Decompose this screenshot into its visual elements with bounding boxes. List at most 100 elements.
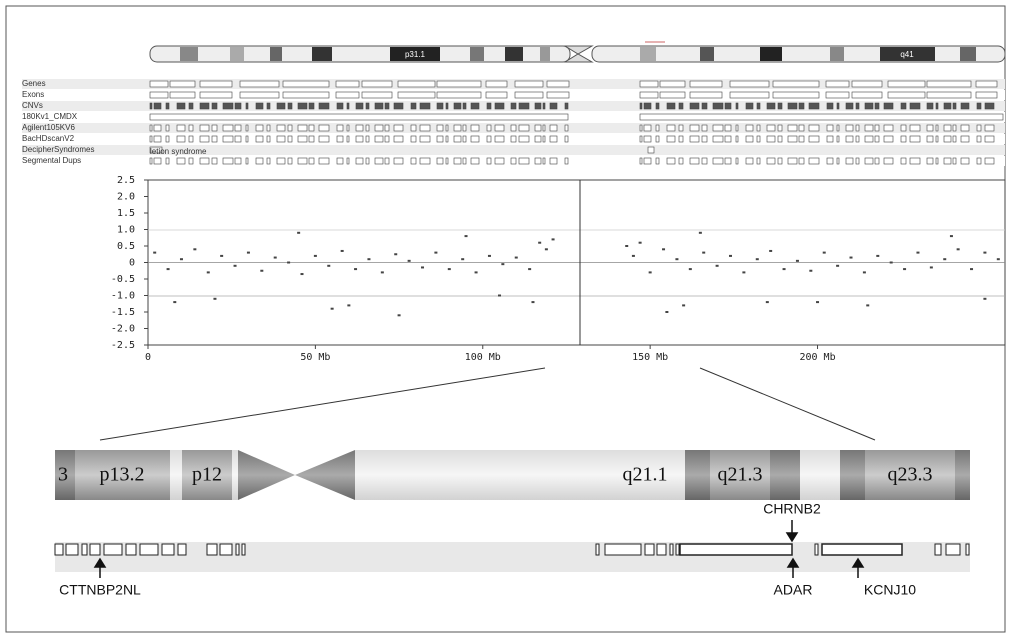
track-feature xyxy=(851,80,883,88)
point xyxy=(498,294,502,297)
point xyxy=(849,256,853,259)
track-feature xyxy=(542,135,546,143)
track-feature xyxy=(355,102,364,110)
track-feature xyxy=(756,135,761,143)
point xyxy=(246,251,250,254)
track-feature xyxy=(639,91,659,99)
track-feature xyxy=(549,135,558,143)
track-feature xyxy=(153,135,162,143)
track-feature xyxy=(318,157,330,165)
point xyxy=(715,264,719,267)
track-feature xyxy=(518,135,530,143)
track-feature xyxy=(756,102,761,110)
point xyxy=(755,258,759,261)
track-feature xyxy=(864,124,874,132)
track-feature xyxy=(845,135,854,143)
track-feature xyxy=(745,157,754,165)
point xyxy=(836,264,840,267)
track-feature xyxy=(666,102,676,110)
track-feature xyxy=(149,146,163,154)
track-feature xyxy=(336,157,344,165)
track-feature xyxy=(787,135,798,143)
track-feature xyxy=(984,135,995,143)
track-row xyxy=(22,79,1005,89)
point xyxy=(447,268,451,271)
track-label: Exons xyxy=(22,90,44,99)
track-feature xyxy=(639,135,643,143)
track-feature xyxy=(470,102,480,110)
y-tick-label: 1.0 xyxy=(117,225,135,236)
point xyxy=(206,271,210,274)
track-feature xyxy=(176,102,186,110)
track-feature xyxy=(766,102,776,110)
track-feature xyxy=(542,124,546,132)
y-tick-label: 0 xyxy=(129,258,135,269)
track-feature xyxy=(643,157,652,165)
track-feature xyxy=(188,124,194,132)
track-feature xyxy=(655,102,660,110)
track-feature xyxy=(470,135,480,143)
top-ideogram: p31.1 q41 xyxy=(149,41,1006,63)
track-feature xyxy=(564,124,569,132)
track-feature xyxy=(976,157,982,165)
track-feature xyxy=(169,91,196,99)
track-feature xyxy=(234,157,242,165)
track-feature xyxy=(787,102,798,110)
track-label: Segmental Dups xyxy=(22,156,81,165)
track-feature xyxy=(772,80,820,88)
gene-box xyxy=(206,543,218,556)
y-tick-label: 0.5 xyxy=(117,241,135,252)
track-feature xyxy=(462,135,467,143)
point xyxy=(795,259,799,262)
point xyxy=(327,264,331,267)
track-feature xyxy=(486,102,492,110)
point xyxy=(876,254,880,257)
point xyxy=(287,261,291,264)
y-tick-label: 1.5 xyxy=(117,208,135,219)
track-feature xyxy=(655,124,660,132)
track-feature xyxy=(952,157,957,165)
track-feature xyxy=(724,135,732,143)
track-feature xyxy=(365,135,370,143)
gene-box xyxy=(177,543,187,556)
track-feature xyxy=(245,124,249,132)
track-feature xyxy=(808,135,820,143)
track-feature xyxy=(453,102,462,110)
track-feature xyxy=(419,135,431,143)
track-feature xyxy=(729,91,770,99)
track-feature xyxy=(935,135,939,143)
track-feature xyxy=(745,124,754,132)
track-feature xyxy=(724,124,732,132)
track-feature xyxy=(855,124,860,132)
track-row xyxy=(22,145,1005,155)
track-feature xyxy=(239,80,280,88)
gene-box xyxy=(81,543,88,556)
track-feature xyxy=(510,135,517,143)
point xyxy=(702,251,706,254)
gene-track xyxy=(54,542,970,572)
track-feature xyxy=(276,124,286,132)
track-feature xyxy=(297,157,308,165)
point xyxy=(213,297,217,300)
point xyxy=(166,268,170,271)
track-feature xyxy=(735,135,739,143)
point xyxy=(367,258,371,261)
track-feature xyxy=(255,135,264,143)
track-feature xyxy=(808,102,820,110)
plot: 2.5 2.0 1.5 1.0 0.5 0 -0.5 -1.0 -1.5 -2.0 -2.5 0 50 … xyxy=(111,175,1006,363)
point xyxy=(765,301,769,304)
track-feature xyxy=(855,157,860,165)
track-feature xyxy=(445,102,449,110)
track-feature xyxy=(777,135,783,143)
x-tick-label: 150 Mb xyxy=(632,352,668,363)
track-feature xyxy=(836,157,840,165)
track-feature xyxy=(436,124,444,132)
track-label: Genes xyxy=(22,79,46,88)
track-label: 180Kv1_CMDX xyxy=(22,112,78,121)
track-feature xyxy=(245,135,249,143)
track-feature xyxy=(318,102,330,110)
track-feature xyxy=(735,124,739,132)
track-feature xyxy=(659,91,686,99)
track-feature xyxy=(655,135,660,143)
